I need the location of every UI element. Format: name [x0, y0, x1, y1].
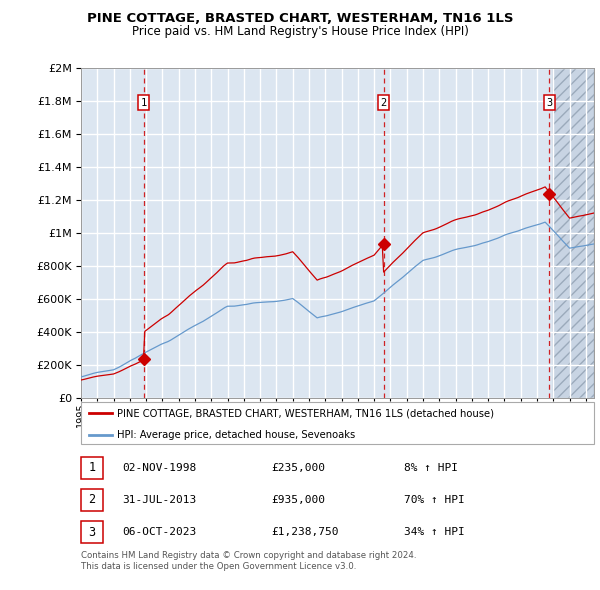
Text: PINE COTTAGE, BRASTED CHART, WESTERHAM, TN16 1LS (detached house): PINE COTTAGE, BRASTED CHART, WESTERHAM, …	[117, 408, 494, 418]
Text: Price paid vs. HM Land Registry's House Price Index (HPI): Price paid vs. HM Land Registry's House …	[131, 25, 469, 38]
Text: Contains HM Land Registry data © Crown copyright and database right 2024.: Contains HM Land Registry data © Crown c…	[81, 552, 416, 560]
Text: £935,000: £935,000	[271, 495, 325, 505]
Text: 2: 2	[380, 97, 386, 107]
FancyBboxPatch shape	[81, 489, 103, 511]
Text: This data is licensed under the Open Government Licence v3.0.: This data is licensed under the Open Gov…	[81, 562, 356, 571]
Text: HPI: Average price, detached house, Sevenoaks: HPI: Average price, detached house, Seve…	[117, 430, 355, 440]
Text: 3: 3	[546, 97, 553, 107]
Text: 2: 2	[88, 493, 95, 506]
Bar	[553, 68, 594, 398]
FancyBboxPatch shape	[81, 457, 103, 479]
Bar	[553, 68, 594, 398]
Text: 8% ↑ HPI: 8% ↑ HPI	[404, 463, 458, 473]
FancyBboxPatch shape	[81, 521, 103, 543]
Text: 34% ↑ HPI: 34% ↑ HPI	[404, 527, 465, 537]
FancyBboxPatch shape	[81, 402, 594, 444]
Text: 1: 1	[88, 461, 95, 474]
Text: 3: 3	[88, 526, 95, 539]
Text: 06-OCT-2023: 06-OCT-2023	[122, 527, 196, 537]
Text: 02-NOV-1998: 02-NOV-1998	[122, 463, 196, 473]
Text: £235,000: £235,000	[271, 463, 325, 473]
Text: 1: 1	[140, 97, 146, 107]
Text: £1,238,750: £1,238,750	[271, 527, 338, 537]
Text: 70% ↑ HPI: 70% ↑ HPI	[404, 495, 465, 505]
Text: PINE COTTAGE, BRASTED CHART, WESTERHAM, TN16 1LS: PINE COTTAGE, BRASTED CHART, WESTERHAM, …	[87, 12, 513, 25]
Text: 31-JUL-2013: 31-JUL-2013	[122, 495, 196, 505]
